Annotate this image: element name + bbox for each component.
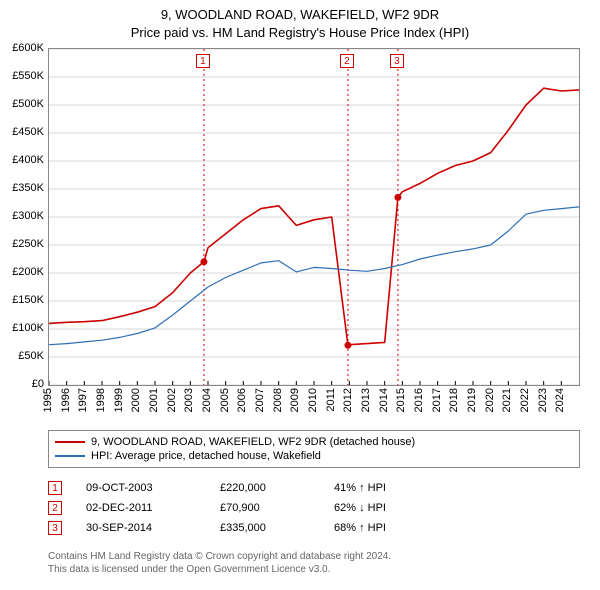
event-price: £70,900 bbox=[220, 502, 310, 514]
event-delta: 62% ↓ HPI bbox=[334, 502, 386, 514]
event-row: 3 30-SEP-2014 £335,000 68% ↑ HPI bbox=[48, 518, 580, 538]
x-tick-label: 2007 bbox=[254, 388, 266, 412]
x-tick-label: 1995 bbox=[42, 388, 54, 412]
chart-container: { "title_line1": "9, WOODLAND ROAD, WAKE… bbox=[0, 0, 600, 590]
x-tick-label: 2023 bbox=[537, 388, 549, 412]
y-tick-label: £400K bbox=[0, 154, 44, 166]
y-tick-label: £450K bbox=[0, 126, 44, 138]
legend: 9, WOODLAND ROAD, WAKEFIELD, WF2 9DR (de… bbox=[48, 430, 580, 468]
x-tick-label: 2008 bbox=[272, 388, 284, 412]
y-tick-label: £0 bbox=[0, 378, 44, 390]
y-tick-label: £150K bbox=[0, 294, 44, 306]
y-tick-label: £50K bbox=[0, 350, 44, 362]
x-tick-label: 2012 bbox=[342, 388, 354, 412]
event-price: £335,000 bbox=[220, 522, 310, 534]
title-line-2: Price paid vs. HM Land Registry's House … bbox=[0, 24, 600, 42]
legend-label: 9, WOODLAND ROAD, WAKEFIELD, WF2 9DR (de… bbox=[91, 436, 415, 448]
event-row: 2 02-DEC-2011 £70,900 62% ↓ HPI bbox=[48, 498, 580, 518]
x-tick-label: 2010 bbox=[307, 388, 319, 412]
chart-title: 9, WOODLAND ROAD, WAKEFIELD, WF2 9DR Pri… bbox=[0, 0, 600, 41]
event-row: 1 09-OCT-2003 £220,000 41% ↑ HPI bbox=[48, 478, 580, 498]
title-line-1: 9, WOODLAND ROAD, WAKEFIELD, WF2 9DR bbox=[0, 6, 600, 24]
x-tick-label: 1998 bbox=[95, 388, 107, 412]
x-tick-label: 2014 bbox=[378, 388, 390, 412]
x-tick-label: 2022 bbox=[519, 388, 531, 412]
x-tick-label: 1997 bbox=[77, 388, 89, 412]
x-tick-label: 1999 bbox=[113, 388, 125, 412]
x-tick-label: 2016 bbox=[413, 388, 425, 412]
event-index-box: 2 bbox=[48, 501, 62, 515]
plot-area bbox=[48, 48, 580, 386]
x-tick-label: 2001 bbox=[148, 388, 160, 412]
y-tick-label: £200K bbox=[0, 266, 44, 278]
x-tick-label: 2011 bbox=[325, 388, 337, 412]
x-tick-label: 2006 bbox=[236, 388, 248, 412]
x-tick-label: 2004 bbox=[201, 388, 213, 412]
event-index-box: 1 bbox=[48, 481, 62, 495]
x-tick-label: 2002 bbox=[166, 388, 178, 412]
x-tick-label: 2019 bbox=[466, 388, 478, 412]
events-table: 1 09-OCT-2003 £220,000 41% ↑ HPI 2 02-DEC-201… bbox=[48, 478, 580, 538]
event-marker-flag: 2 bbox=[340, 54, 354, 68]
event-delta: 68% ↑ HPI bbox=[334, 522, 386, 534]
y-tick-label: £100K bbox=[0, 322, 44, 334]
event-date: 09-OCT-2003 bbox=[86, 482, 196, 494]
event-price: £220,000 bbox=[220, 482, 310, 494]
event-marker-flag: 3 bbox=[390, 54, 404, 68]
x-tick-label: 2015 bbox=[395, 388, 407, 412]
legend-swatch bbox=[55, 441, 85, 443]
footer-line-2: This data is licensed under the Open Gov… bbox=[48, 563, 580, 576]
event-marker-flag: 1 bbox=[196, 54, 210, 68]
x-tick-label: 2017 bbox=[431, 388, 443, 412]
y-tick-label: £350K bbox=[0, 182, 44, 194]
y-tick-label: £600K bbox=[0, 42, 44, 54]
legend-swatch bbox=[55, 455, 85, 457]
y-tick-label: £500K bbox=[0, 98, 44, 110]
x-tick-label: 2003 bbox=[183, 388, 195, 412]
event-index-box: 3 bbox=[48, 521, 62, 535]
event-date: 02-DEC-2011 bbox=[86, 502, 196, 514]
x-tick-label: 2000 bbox=[130, 388, 142, 412]
x-tick-label: 2009 bbox=[289, 388, 301, 412]
event-delta: 41% ↑ HPI bbox=[334, 482, 386, 494]
plot-svg bbox=[49, 49, 579, 385]
y-tick-label: £550K bbox=[0, 70, 44, 82]
x-tick-label: 2018 bbox=[448, 388, 460, 412]
event-date: 30-SEP-2014 bbox=[86, 522, 196, 534]
legend-item: HPI: Average price, detached house, Wake… bbox=[55, 449, 573, 463]
x-tick-label: 2020 bbox=[484, 388, 496, 412]
x-tick-label: 1996 bbox=[60, 388, 72, 412]
x-tick-label: 2024 bbox=[554, 388, 566, 412]
y-tick-label: £250K bbox=[0, 238, 44, 250]
legend-label: HPI: Average price, detached house, Wake… bbox=[91, 450, 321, 462]
y-tick-label: £300K bbox=[0, 210, 44, 222]
x-tick-label: 2013 bbox=[360, 388, 372, 412]
footer-attribution: Contains HM Land Registry data © Crown c… bbox=[48, 550, 580, 576]
legend-item: 9, WOODLAND ROAD, WAKEFIELD, WF2 9DR (de… bbox=[55, 435, 573, 449]
x-tick-label: 2021 bbox=[501, 388, 513, 412]
x-tick-label: 2005 bbox=[219, 388, 231, 412]
footer-line-1: Contains HM Land Registry data © Crown c… bbox=[48, 550, 580, 563]
